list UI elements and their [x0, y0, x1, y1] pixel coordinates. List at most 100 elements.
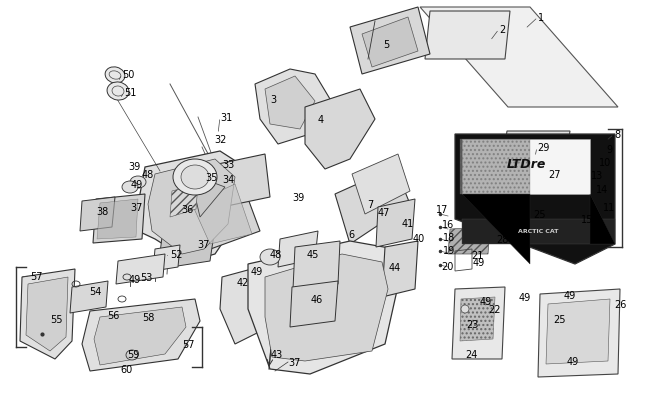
Text: 7: 7 — [367, 200, 373, 209]
Text: 20: 20 — [441, 261, 454, 271]
Polygon shape — [500, 132, 570, 177]
Text: 38: 38 — [96, 207, 109, 216]
Polygon shape — [148, 160, 235, 254]
Polygon shape — [80, 198, 115, 231]
Text: 28: 28 — [496, 234, 508, 244]
Polygon shape — [305, 90, 375, 170]
Text: 1: 1 — [538, 13, 544, 23]
Text: 44: 44 — [389, 262, 401, 272]
Text: 6: 6 — [348, 230, 354, 239]
Polygon shape — [218, 155, 270, 207]
Text: 5: 5 — [383, 40, 389, 50]
Text: 8: 8 — [614, 130, 620, 140]
Ellipse shape — [260, 249, 280, 265]
Text: 45: 45 — [307, 249, 319, 259]
Polygon shape — [220, 264, 280, 344]
Polygon shape — [420, 8, 618, 108]
Polygon shape — [97, 200, 138, 239]
Text: 47: 47 — [378, 207, 391, 217]
Text: 3: 3 — [270, 95, 276, 105]
Polygon shape — [293, 241, 340, 289]
Text: 41: 41 — [402, 218, 414, 228]
Text: 42: 42 — [237, 277, 250, 287]
Text: 24: 24 — [465, 349, 477, 359]
Text: 37: 37 — [197, 239, 209, 249]
Text: 11: 11 — [603, 202, 616, 213]
Text: 49: 49 — [473, 257, 486, 267]
Polygon shape — [290, 281, 338, 327]
Polygon shape — [255, 70, 330, 145]
Text: 46: 46 — [311, 294, 323, 304]
Polygon shape — [455, 135, 615, 264]
Text: 48: 48 — [270, 249, 282, 259]
Text: 18: 18 — [443, 232, 455, 243]
Polygon shape — [116, 254, 165, 284]
Text: 55: 55 — [50, 314, 62, 324]
Ellipse shape — [461, 305, 469, 313]
Text: 43: 43 — [271, 349, 283, 359]
Polygon shape — [190, 175, 225, 217]
Polygon shape — [278, 231, 318, 267]
Polygon shape — [82, 299, 200, 371]
Text: 12: 12 — [590, 226, 603, 237]
Polygon shape — [462, 194, 530, 264]
Text: 13: 13 — [591, 171, 603, 181]
Polygon shape — [20, 269, 75, 359]
Text: ARCTIC CAT: ARCTIC CAT — [518, 229, 558, 234]
Text: 56: 56 — [107, 310, 120, 320]
Polygon shape — [425, 12, 510, 60]
Ellipse shape — [105, 68, 125, 84]
Text: 53: 53 — [140, 272, 152, 282]
Polygon shape — [128, 151, 248, 261]
Polygon shape — [94, 307, 186, 365]
Text: 10: 10 — [599, 158, 611, 168]
Text: 59: 59 — [127, 349, 139, 359]
Polygon shape — [265, 254, 388, 361]
Text: 54: 54 — [89, 286, 101, 296]
Text: 39: 39 — [128, 162, 140, 172]
Text: 23: 23 — [466, 319, 478, 329]
Text: 49: 49 — [129, 274, 141, 284]
Text: 40: 40 — [413, 233, 425, 243]
Polygon shape — [460, 140, 530, 194]
Text: 57: 57 — [182, 339, 194, 349]
Polygon shape — [170, 185, 198, 217]
Text: 15: 15 — [581, 215, 593, 224]
Ellipse shape — [173, 160, 217, 196]
Polygon shape — [382, 241, 418, 297]
Polygon shape — [462, 140, 590, 194]
Polygon shape — [248, 241, 400, 374]
Polygon shape — [352, 155, 410, 215]
Text: 37: 37 — [130, 202, 142, 213]
Polygon shape — [496, 185, 550, 224]
Polygon shape — [93, 194, 145, 243]
Text: 49: 49 — [480, 296, 492, 306]
Text: 14: 14 — [596, 185, 608, 194]
Polygon shape — [192, 185, 252, 244]
Text: 26: 26 — [614, 299, 627, 309]
Text: 16: 16 — [442, 220, 454, 230]
Text: 35: 35 — [205, 173, 217, 183]
Text: 21: 21 — [471, 250, 484, 260]
Ellipse shape — [107, 83, 129, 101]
Text: 34: 34 — [222, 175, 234, 185]
Polygon shape — [265, 77, 315, 130]
Text: 51: 51 — [124, 88, 136, 98]
Polygon shape — [506, 138, 555, 170]
Polygon shape — [448, 228, 490, 254]
Polygon shape — [376, 200, 415, 247]
Ellipse shape — [181, 166, 209, 190]
Text: 52: 52 — [170, 249, 183, 259]
Ellipse shape — [130, 177, 146, 189]
Text: 9: 9 — [606, 145, 612, 155]
Text: 57: 57 — [30, 271, 42, 281]
Text: 49: 49 — [564, 290, 577, 300]
Text: 19: 19 — [443, 245, 455, 256]
Polygon shape — [350, 8, 430, 75]
Text: 60: 60 — [120, 364, 132, 374]
Polygon shape — [546, 299, 610, 364]
Text: 33: 33 — [222, 160, 234, 170]
Text: 49: 49 — [567, 356, 579, 366]
Text: 32: 32 — [214, 135, 226, 145]
Text: 2: 2 — [499, 25, 505, 35]
